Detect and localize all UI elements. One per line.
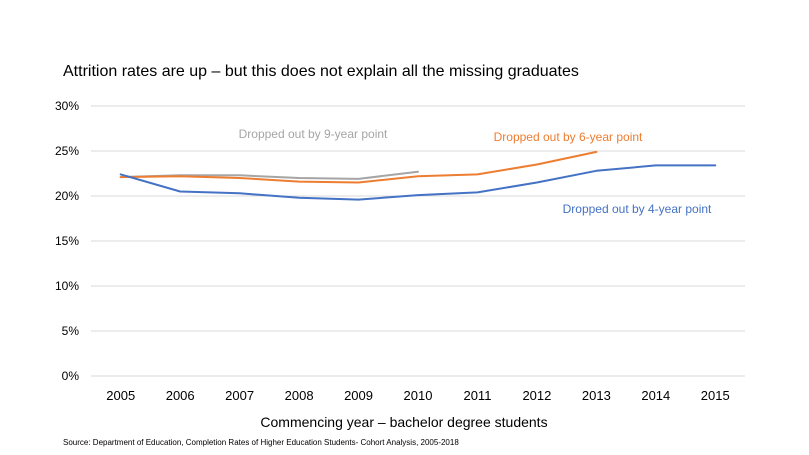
y-tick-label: 20%: [55, 189, 79, 203]
y-tick-label: 25%: [55, 144, 79, 158]
series-label-dropped-out-by-4-year-point: Dropped out by 4-year point: [563, 202, 712, 216]
x-tick-label: 2014: [641, 388, 670, 403]
x-tick-label: 2015: [701, 388, 730, 403]
y-axis-ticks: 0% 5% 10% 15% 20% 25% 30%: [55, 99, 79, 383]
series-lines: [119, 150, 717, 201]
y-tick-label: 10%: [55, 279, 79, 293]
series-label-dropped-out-by-6-year-point: Dropped out by 6-year point: [494, 130, 643, 144]
source-note: Source: Department of Education, Complet…: [63, 438, 459, 447]
y-tick-label: 5%: [62, 324, 80, 338]
x-tick-label: 2011: [463, 388, 491, 403]
series-line-dropped-out-by-4-year-point: [119, 164, 717, 201]
y-tick-label: 30%: [55, 99, 79, 113]
series-labels: Dropped out by 9-year point Dropped out b…: [239, 127, 712, 216]
series-line-dropped-out-by-9-year-point: [119, 170, 419, 180]
chart-title: Attrition rates are up – but this does n…: [63, 63, 579, 80]
x-tick-label: 2005: [106, 388, 135, 403]
x-tick-label: 2007: [225, 388, 254, 403]
x-tick-label: 2012: [522, 388, 551, 403]
series-label-dropped-out-by-9-year-point: Dropped out by 9-year point: [239, 127, 388, 141]
x-tick-label: 2009: [344, 388, 373, 403]
x-tick-label: 2008: [285, 388, 314, 403]
series-line-dropped-out-by-6-year-point: [119, 150, 598, 184]
x-tick-label: 2010: [404, 388, 433, 403]
x-axis-label: Commencing year – bachelor degree studen…: [260, 414, 547, 430]
x-axis-ticks: 2005 2006 2007 2008 2009 2010 2011 2012 2013 2014…: [106, 388, 729, 403]
y-tick-label: 0%: [62, 369, 80, 383]
y-tick-label: 15%: [55, 234, 79, 248]
gridlines: [91, 105, 745, 377]
x-tick-label: 2006: [166, 388, 195, 403]
x-tick-label: 2013: [582, 388, 611, 403]
